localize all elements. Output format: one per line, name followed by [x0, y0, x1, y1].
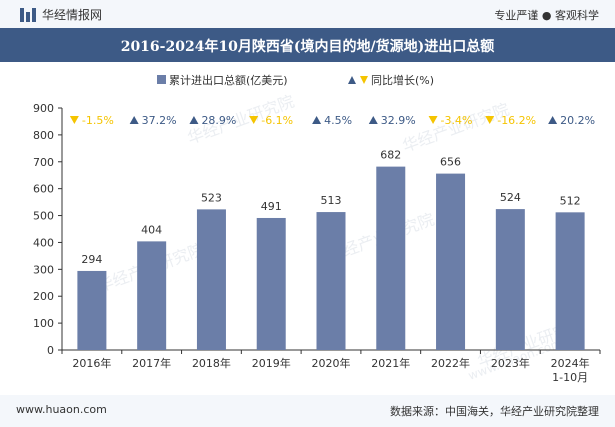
x-tick-label: 2023年 — [491, 356, 530, 370]
y-tick-label: 100 — [33, 317, 54, 330]
slogan: 专业严谨 ● 客观科学 — [494, 9, 599, 22]
growth-up-arrow-icon — [312, 116, 322, 124]
growth-label: 28.9% — [201, 114, 236, 127]
legend-bar-swatch — [157, 75, 166, 84]
footer-bar — [0, 395, 615, 427]
y-tick-label: 700 — [33, 156, 54, 169]
bar — [495, 209, 525, 350]
x-tick-label: 1-10月 — [552, 371, 588, 384]
title-bar — [0, 28, 615, 62]
growth-label: 4.5% — [324, 114, 352, 127]
bar — [316, 212, 346, 350]
growth-label: -1.5% — [82, 114, 114, 127]
legend-bar-label: 累计进出口总额(亿美元) — [169, 73, 288, 87]
x-tick-label: 2024年 — [551, 356, 590, 370]
x-tick-label: 2021年 — [371, 356, 410, 370]
bar-value-label: 491 — [261, 200, 282, 213]
watermark-text: 华经产业研究院 — [400, 100, 512, 156]
growth-up-arrow-icon — [129, 116, 139, 124]
x-tick-label: 2018年 — [192, 356, 231, 370]
y-tick-label: 300 — [33, 263, 54, 276]
y-tick-label: 900 — [33, 102, 54, 115]
growth-up-arrow-icon — [548, 116, 558, 124]
legend-growth-label: 同比增长(%) — [371, 73, 434, 87]
logo-icon — [20, 7, 36, 22]
y-tick-label: 0 — [47, 344, 54, 357]
logo: 华经情报网 — [20, 6, 102, 23]
bar-value-label: 294 — [81, 253, 102, 266]
growth-label: -3.4% — [441, 114, 473, 127]
x-tick-label: 2017年 — [132, 356, 171, 370]
bar-value-label: 512 — [560, 194, 581, 207]
bar-value-label: 656 — [440, 156, 461, 169]
growth-label: 32.9% — [381, 114, 416, 127]
y-tick-label: 200 — [33, 290, 54, 303]
growth-down-arrow-icon — [485, 116, 495, 124]
bars — [77, 166, 585, 350]
legend-up-arrow-icon — [348, 76, 356, 84]
growth-label: -6.1% — [261, 114, 293, 127]
growth-down-arrow-icon — [249, 116, 259, 124]
x-tick-label: 2022年 — [431, 356, 470, 370]
growth-up-arrow-icon — [368, 116, 378, 124]
chart: 累计进出口总额(亿美元) 同比增长(%) 华经产业研究院 华经产业研究院华经产业研究… — [33, 73, 601, 384]
bar-value-label: 524 — [500, 191, 521, 204]
bar-value-label: 513 — [321, 194, 342, 207]
footer-source: 数据来源：中国海关，华经产业研究院整理 — [390, 405, 599, 418]
bar — [376, 166, 406, 350]
bar — [256, 217, 286, 350]
bar — [137, 241, 167, 350]
bar-value-label: 523 — [201, 191, 222, 204]
growth-row: -1.5% 37.2% 28.9% -6.1% 4.5% 32.9% -3.4% -16.2%… — [69, 114, 595, 127]
y-tick-label: 600 — [33, 183, 54, 196]
bar — [196, 209, 226, 350]
labels: 294 404 523 491 513 682 656 524 512 — [81, 149, 580, 266]
axes: 0 100 200 300 400 500 600 700 800 900 2016年 2017年 20… — [33, 102, 601, 384]
y-tick-label: 800 — [33, 129, 54, 142]
bar-value-label: 404 — [141, 223, 162, 236]
growth-down-arrow-icon — [69, 116, 79, 124]
top-bar — [0, 0, 615, 28]
bar — [436, 173, 466, 350]
bar — [555, 212, 585, 350]
x-tick-label: 2020年 — [312, 356, 351, 370]
chart-title: 2016-2024年10月陕西省(境内目的地/货源地)进出口总额 — [120, 39, 495, 55]
legend: 累计进出口总额(亿美元) 同比增长(%) — [157, 73, 434, 87]
bar-value-label: 682 — [380, 149, 401, 162]
growth-label: 37.2% — [142, 114, 177, 127]
growth-label: -16.2% — [497, 114, 536, 127]
logo-text: 华经情报网 — [42, 8, 103, 22]
footer-website: www.huaon.com — [16, 403, 107, 416]
growth-down-arrow-icon — [428, 116, 438, 124]
bar — [77, 270, 107, 350]
x-tick-label: 2019年 — [252, 356, 291, 370]
growth-up-arrow-icon — [189, 116, 199, 124]
legend-down-arrow-icon — [360, 76, 368, 84]
x-tick-label: 2016年 — [72, 356, 111, 370]
y-tick-label: 500 — [33, 210, 54, 223]
growth-label: 20.2% — [560, 114, 595, 127]
y-tick-label: 400 — [33, 236, 54, 249]
